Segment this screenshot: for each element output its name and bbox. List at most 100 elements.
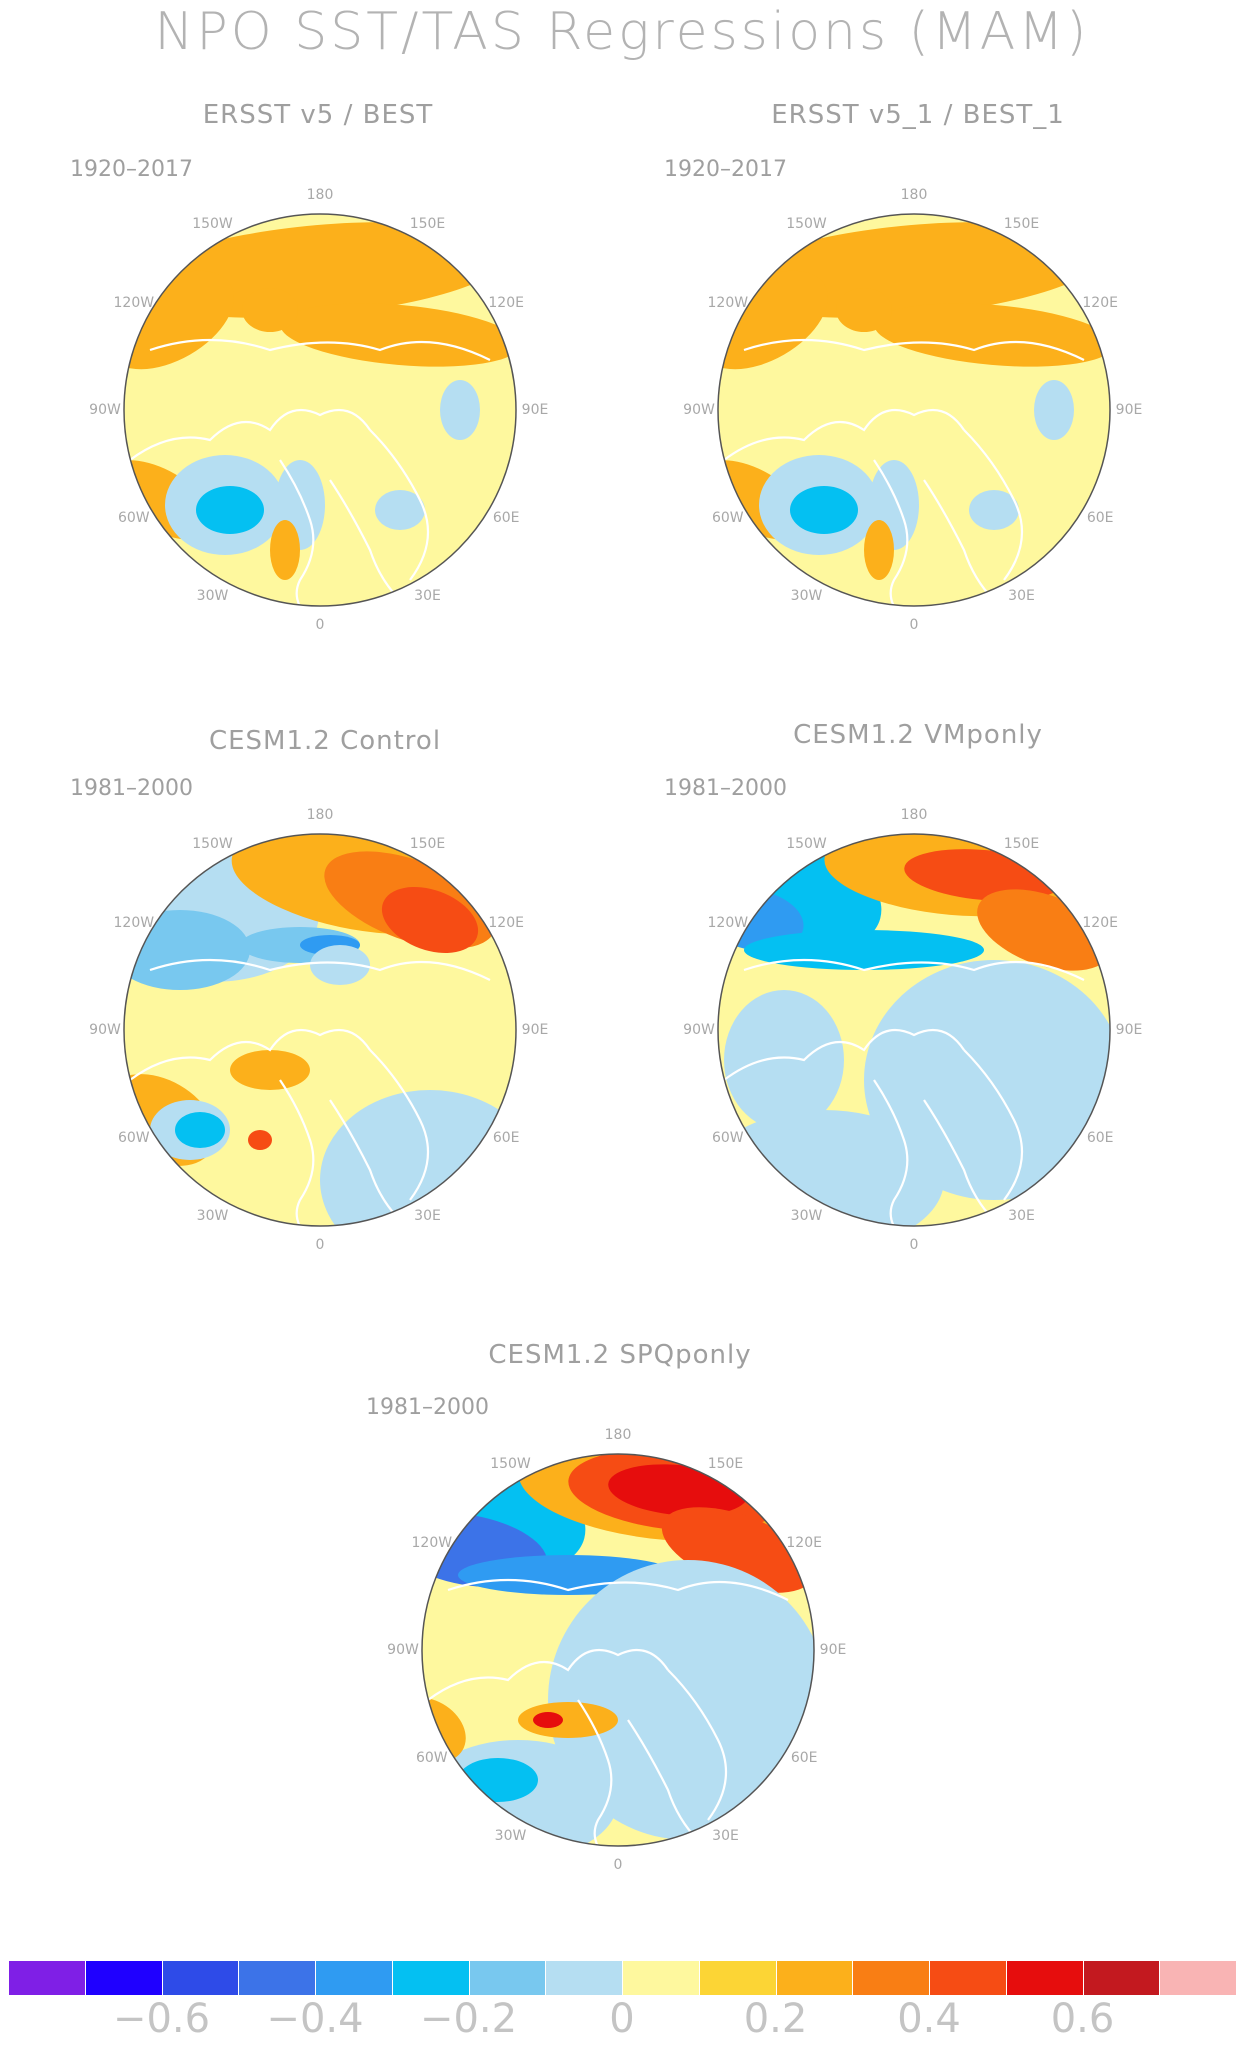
colorbar-segment [699, 1961, 777, 1995]
coastline [129, 408, 371, 461]
anomaly-region [320, 1090, 516, 1226]
longitude-label: 120W [113, 294, 155, 311]
anomaly-region [270, 520, 300, 580]
coastline [627, 1719, 699, 1841]
longitude-label: 0 [613, 1857, 623, 1873]
coastline [873, 459, 909, 606]
map-boundary [421, 1453, 815, 1847]
colorbar-tick-label: 0.2 [743, 1996, 808, 2042]
map-field [124, 214, 516, 606]
colorbar-tick-label: −0.2 [419, 1996, 518, 2042]
colorbar-tick-label: 0.6 [1050, 1996, 1115, 2042]
longitude-label: 0 [909, 617, 919, 633]
colorbar-segment [239, 1961, 316, 1995]
coastline [329, 1099, 401, 1221]
longitude-label: 150E [409, 215, 446, 232]
panel-title: ERSST v5 / BEST [202, 100, 434, 130]
colorbar-tick-label: 0 [609, 1996, 635, 2042]
longitude-label: 60W [711, 1129, 744, 1146]
longitude-label: 90E [1115, 1022, 1143, 1038]
anomaly-region [518, 1702, 618, 1738]
colorbar-segment [930, 1961, 1007, 1995]
longitude-label: 120E [1082, 914, 1118, 931]
anomaly-region [864, 960, 1110, 1200]
anomaly-region [533, 1712, 563, 1728]
anomaly-region [175, 1112, 225, 1148]
longitude-label: 60E [492, 509, 520, 526]
anomaly-region [836, 288, 892, 332]
coastline [369, 1049, 430, 1201]
longitude-label: 150W [786, 215, 827, 232]
colorbar-segment [316, 1961, 393, 1995]
coastline [873, 1079, 909, 1226]
coastline [723, 1028, 965, 1081]
longitude-label: 180 [306, 187, 334, 203]
longitude-label: 30W [790, 588, 823, 605]
colorbar-segment [1083, 1961, 1161, 1995]
coastline [743, 338, 1085, 361]
anomaly-region [790, 486, 858, 534]
longitude-label: 150E [1003, 215, 1040, 232]
colorbar-segment [85, 1961, 163, 1995]
coastline [427, 1648, 669, 1701]
anomaly-region [458, 1758, 538, 1802]
anomaly-region [248, 1130, 272, 1150]
longitude-label: 60E [790, 1749, 818, 1766]
longitude-label: 120W [411, 1534, 453, 1551]
longitude-label: 90W [387, 1642, 419, 1658]
map-field [422, 1454, 814, 1846]
panel-title: CESM1.2 SPQponly [488, 1340, 752, 1370]
colorbar [8, 1960, 1238, 1996]
coastline [279, 459, 315, 606]
colorbar-segment [162, 1961, 240, 1995]
anomaly-region [724, 990, 844, 1130]
colorbar-segment [469, 1961, 547, 1995]
longitude-label: 120E [488, 914, 524, 931]
colorbar-segment [623, 1961, 700, 1995]
longitude-label: 60E [1086, 1129, 1114, 1146]
anomaly-region [661, 1507, 814, 1593]
coastline [279, 1079, 315, 1226]
anomaly-region [230, 1050, 310, 1090]
coastline [149, 958, 491, 981]
anomaly-region [196, 486, 264, 534]
colorbar-segment [546, 1961, 623, 1995]
longitude-label: 0 [315, 617, 325, 633]
longitude-label: 60W [711, 509, 744, 526]
longitude-label: 30E [1008, 1208, 1035, 1225]
longitude-label: 30E [414, 588, 441, 605]
longitude-label: 180 [604, 1427, 632, 1443]
longitude-label: 30W [494, 1828, 527, 1845]
panel-period: 1920–2017 [664, 157, 787, 182]
anomaly-region [864, 520, 894, 580]
coastline [129, 1028, 371, 1081]
coastline [447, 1578, 789, 1601]
longitude-label: 30W [196, 1208, 229, 1225]
longitude-label: 150W [192, 215, 233, 232]
panel-period: 1981–2000 [366, 1395, 489, 1420]
longitude-label: 30E [414, 1208, 441, 1225]
longitude-label: 150E [707, 1455, 744, 1472]
coastline [963, 429, 1024, 581]
polar-map [421, 1453, 815, 1847]
panel-title: ERSST v5_1 / BEST_1 [771, 100, 1065, 130]
longitude-label: 30E [1008, 588, 1035, 605]
colorbar-segment [392, 1961, 470, 1995]
panel-period: 1981–2000 [664, 776, 787, 801]
longitude-label: 90W [683, 402, 715, 418]
longitude-label: 30W [196, 588, 229, 605]
longitude-label: 120W [113, 914, 155, 931]
anomaly-region [280, 303, 516, 367]
longitude-label: 90W [683, 1022, 715, 1038]
longitude-label: 0 [909, 1237, 919, 1253]
longitude-label: 90E [1115, 402, 1143, 418]
longitude-label: 150E [1003, 835, 1040, 852]
polar-map [123, 213, 517, 607]
anomaly-region [548, 1560, 814, 1840]
map-field [124, 834, 516, 1226]
anomaly-region [874, 303, 1110, 367]
coastline [369, 429, 430, 581]
longitude-label: 30W [790, 1208, 823, 1225]
polar-map [717, 833, 1111, 1227]
map-boundary [717, 833, 1111, 1227]
